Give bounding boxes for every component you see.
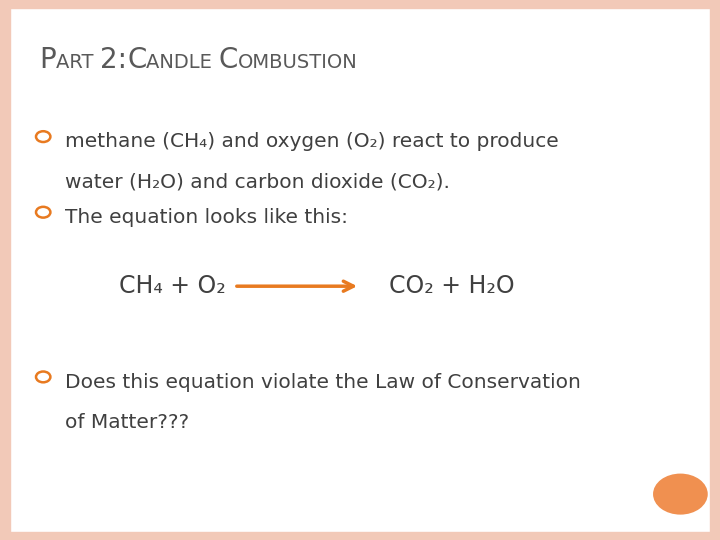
Text: OMBUSTION: OMBUSTION <box>238 52 358 71</box>
Text: water (H₂O) and carbon dioxide (CO₂).: water (H₂O) and carbon dioxide (CO₂). <box>65 173 450 192</box>
Text: ANDLE: ANDLE <box>146 52 219 71</box>
Circle shape <box>653 474 708 515</box>
Text: P: P <box>40 45 56 73</box>
Bar <box>0 0 10 540</box>
Text: C: C <box>127 45 146 73</box>
Text: methane (CH₄) and oxygen (O₂) react to produce: methane (CH₄) and oxygen (O₂) react to p… <box>65 132 559 151</box>
Bar <box>0 532 720 540</box>
Bar <box>710 0 720 540</box>
Text: The equation looks like this:: The equation looks like this: <box>65 208 348 227</box>
Bar <box>0 0 720 8</box>
Text: CH₄ + O₂: CH₄ + O₂ <box>119 274 225 298</box>
Text: of Matter???: of Matter??? <box>65 413 189 432</box>
Text: 2:: 2: <box>100 45 127 73</box>
Text: CO₂ + H₂O: CO₂ + H₂O <box>389 274 514 298</box>
Text: Does this equation violate the Law of Conservation: Does this equation violate the Law of Co… <box>65 373 580 392</box>
Text: ART: ART <box>56 52 100 71</box>
Text: C: C <box>219 45 238 73</box>
